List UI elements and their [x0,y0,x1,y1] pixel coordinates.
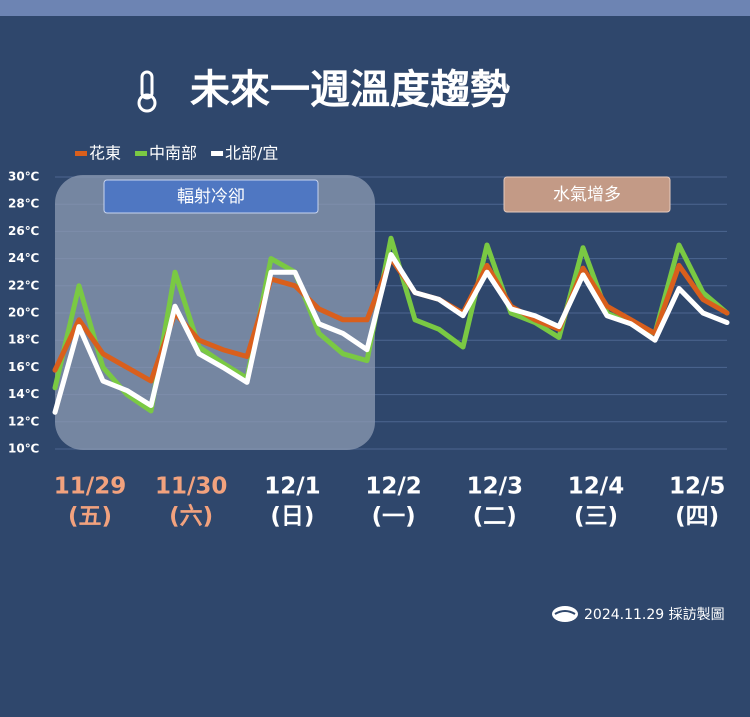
chart-title: 未來一週溫度趨勢 [190,67,510,113]
annotation-box [503,176,671,213]
x-tick-label: 12/5 [669,474,725,500]
x-tick-sublabel: (五) [68,504,112,530]
thermometer-icon [137,70,157,113]
y-tick-label: 12℃ [8,414,39,428]
lines [52,235,730,415]
legend-label: 北部/宜 [225,144,278,163]
x-tick-label: 12/1 [264,474,320,500]
legend-swatch [135,151,148,156]
x-tick-label: 12/3 [467,474,523,500]
annotation: 輻射冷卻 [177,187,245,207]
legend-label: 花東 [89,144,121,163]
legend-label: 中南部 [149,144,197,163]
x-tick-label: 11/30 [155,474,227,500]
legend: 花東 中南部 北部/宜 [75,144,278,163]
y-tick-label: 10℃ [8,442,39,456]
y-tick-label: 22℃ [8,278,39,292]
y-tick-label: 24℃ [8,251,39,265]
y-tick-label: 20℃ [8,306,39,320]
y-tick-label: 28℃ [8,197,39,211]
x-axis: 11/29 (五) 11/30 (六) 12/1 (日) 12/2 (一) 12/3 (二) 12/… [54,474,726,530]
x-tick-sublabel: (四) [675,504,719,530]
radiative-cooling-zone [55,175,375,450]
top-bar [0,0,750,16]
legend-swatch [75,151,87,156]
x-tick-sublabel: (二) [473,504,517,530]
x-tick-sublabel: (三) [574,504,618,530]
footer: 2024.11.29 採訪製圖 [584,607,725,623]
x-tick-sublabel: (日) [270,504,314,530]
y-tick-label: 16℃ [8,360,39,374]
x-tick-label: 11/29 [54,474,126,500]
y-tick-label: 18℃ [8,333,39,347]
y-tick-label: 14℃ [8,387,39,401]
series-line [52,252,730,415]
annotation-box [103,179,319,214]
logo [552,606,578,622]
legend-swatch [211,151,224,156]
x-tick-label: 12/2 [365,474,421,500]
x-tick-label: 12/4 [568,474,624,500]
y-tick-label: 26℃ [8,224,39,238]
annotation: 水氣增多 [553,185,621,205]
y-tick-label: 30℃ [8,170,39,184]
x-tick-sublabel: (一) [372,504,416,530]
x-tick-sublabel: (六) [169,504,213,530]
